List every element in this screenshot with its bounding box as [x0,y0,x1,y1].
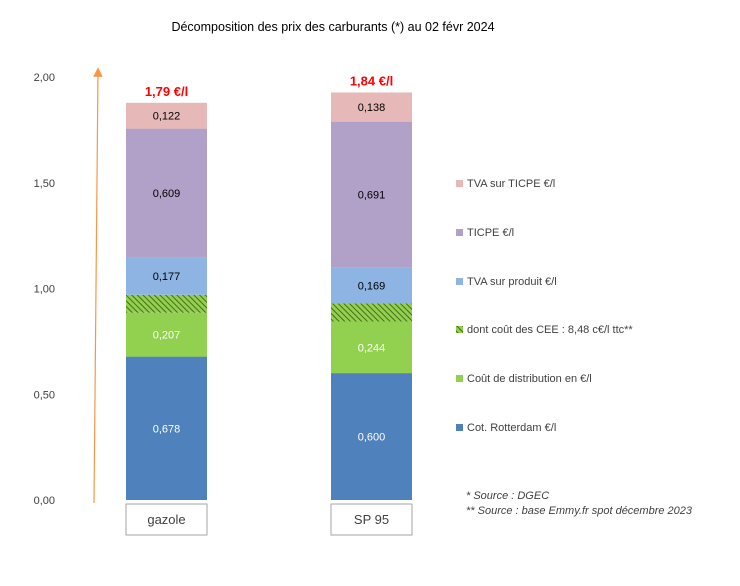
y-tick-label: 1,00 [34,284,55,296]
source-note-1: * Source : DGEC [466,490,549,502]
bar-value-label: 0,244 [358,342,386,354]
bar-segment-cot-rotterdam-l [126,356,207,500]
category-label: SP 95 [354,512,389,527]
growth-arrow [93,67,103,504]
bar-value-label: 0,169 [358,281,386,293]
source-note-2: ** Source : base Emmy.fr spot décembre 2… [466,505,693,517]
bar-value-label: 0,122 [153,111,181,123]
category-label: gazole [147,512,185,527]
y-tick-label: 0,00 [34,495,55,507]
bar-segment-dont-co-t-des-cee-8-48-c-l-ttc [331,303,412,322]
legend-swatch [456,326,463,333]
y-tick-label: 0,50 [34,389,55,401]
category-box [330,503,413,536]
bar-value-label: 0,691 [358,190,386,202]
legend-swatch [456,229,463,236]
bar-segment-tva-sur-produit-l [331,267,412,304]
total-label: 1,84 €/l [350,73,393,88]
bar-value-label: 0,600 [358,432,386,444]
legend-item-label: dont coût des CEE : 8,48 c€/l ttc** [467,324,633,336]
bar-segment-tva-sur-ticpe-l [126,102,207,129]
bar-segment-tva-sur-ticpe-l [331,92,412,122]
bar-segment-ticpe-l [331,121,412,268]
legend-item-label: Cot. Rotterdam €/l [467,422,556,434]
category-labels: gazole SP 95 [125,503,413,536]
bar-value-label: 0,609 [153,188,181,200]
y-axis: 0,00 0,50 1,00 1,50 2,00 [34,72,55,507]
legend-swatch [456,278,463,285]
legend-item-label: TICPE €/l [467,227,514,239]
y-tick-label: 1,50 [34,178,55,190]
bar-segment-cot-rotterdam-l [331,373,412,500]
legend-swatch [456,375,463,382]
legend-swatch [456,424,463,431]
bar-value-label: 0,678 [153,423,181,435]
y-tick-label: 2,00 [34,72,55,84]
bar-segment-co-t-de-distribution-en-l [331,321,412,374]
legend-item-label: Coût de distribution en €/l [467,373,592,385]
bar-segment-tva-sur-produit-l [126,257,207,295]
legend-item-label: TVA sur produit €/l [467,276,557,288]
bar-segment-co-t-de-distribution-en-l [126,312,207,357]
bar-segment-ticpe-l [126,128,207,258]
total-labels: 1,79 €/l 1,84 €/l [145,73,393,98]
chart-title: Décomposition des prix des carburants (*… [171,20,494,34]
legend: TVA sur TICPE €/l TICPE €/l TVA sur produi… [456,178,633,434]
total-label: 1,79 €/l [145,84,188,99]
bar-value-label: 0,207 [153,330,181,342]
bar-segment-dont-co-t-des-cee-8-48-c-l-ttc [126,294,207,313]
legend-item-label: TVA sur TICPE €/l [467,178,555,190]
bar-stacks: 0,678 0,207 0,177 0,609 0,122 0,600 0,244 0,169… [126,92,412,500]
legend-swatch [456,180,463,187]
bar-value-label: 0,177 [153,271,181,283]
category-box [125,503,208,536]
bar-value-label: 0,138 [358,102,386,114]
